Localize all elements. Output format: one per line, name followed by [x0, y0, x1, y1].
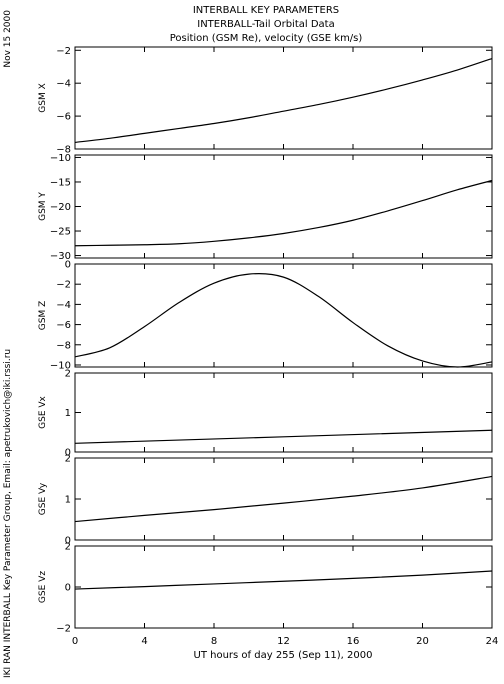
x-tick-label-1: 4: [141, 636, 147, 647]
title-line-2: INTERBALL-Tail Orbital Data: [197, 19, 334, 30]
panel-5-frame: [74, 457, 493, 541]
panel-1-y-axis-label: GSM X: [38, 83, 48, 112]
panel-5-series-line: [74, 475, 493, 523]
x-tick-label-2: 8: [211, 636, 217, 647]
side-credit: IKI RAN INTERBALL Key Parameter Group, E…: [3, 349, 13, 678]
panel-6-y-axis-label: GSE Vz: [38, 571, 48, 603]
x-tick-label-4: 16: [347, 636, 360, 647]
title-line-1: INTERBALL KEY PARAMETERS: [193, 5, 339, 16]
panel-2-ytick-label-2: −20: [50, 202, 71, 213]
panel-4-series-line: [74, 429, 493, 444]
panel-3-ytick-label-3: −6: [56, 320, 71, 331]
panel-3-ytick-label-5: −10: [50, 360, 71, 371]
panel-6-series-line: [74, 570, 493, 590]
x-axis-label: UT hours of day 255 (Sep 11), 2000: [194, 650, 373, 661]
panel-3-ytick-label-2: −4: [56, 300, 71, 311]
x-tick-label-0: 0: [72, 636, 78, 647]
x-tick-label-5: 20: [416, 636, 429, 647]
panel-4-frame: [74, 372, 493, 453]
panel-5-ytick-label-2: 2: [65, 454, 71, 465]
side-date: Nov 15 2000: [3, 10, 13, 68]
panel-1-ytick-label-1: −4: [56, 79, 71, 90]
panel-2-series-line: [74, 179, 493, 247]
panel-4-ytick-label-0: 0: [65, 448, 71, 459]
panel-1-ytick-label-0: −2: [56, 46, 71, 57]
panel-2-y-axis-label: GSM Y: [38, 192, 48, 221]
panel-1-series-line: [74, 57, 493, 144]
panel-2-frame: [74, 154, 493, 259]
panel-3-y-axis-label: GSM Z: [38, 301, 48, 330]
panel-2-ytick-label-4: −30: [50, 251, 71, 262]
panel-2-ytick-label-0: −10: [50, 153, 71, 164]
panel-5-ytick-label-1: 1: [65, 495, 71, 506]
panel-2-ytick-label-1: −15: [50, 177, 71, 188]
panel-1-ytick-label-2: −6: [56, 112, 71, 123]
panel-6-ytick-label-0: −2: [56, 624, 71, 635]
panel-1-frame: [74, 46, 493, 150]
panel-3-ytick-label-4: −8: [56, 340, 71, 351]
panel-1-ytick-label-3: −8: [56, 145, 71, 156]
panel-3-ytick-label-1: −2: [56, 280, 71, 291]
x-tick-label-3: 12: [277, 636, 290, 647]
panel-3-frame: [74, 263, 493, 368]
panel-5-ytick-label-0: 0: [65, 536, 71, 547]
panel-5-y-axis-label: GSE Vy: [38, 482, 48, 515]
x-tick-label-6: 24: [486, 636, 499, 647]
panel-3-ytick-label-0: 0: [65, 260, 71, 271]
title-line-3: Position (GSM Re), velocity (GSE km/s): [170, 33, 363, 44]
panel-4-y-axis-label: GSE Vx: [38, 395, 48, 428]
panel-6-ytick-label-2: 2: [65, 542, 71, 553]
panel-4-ytick-label-1: 1: [65, 408, 71, 419]
panel-4-ytick-label-2: 2: [65, 369, 71, 380]
panel-3-series-line: [74, 273, 493, 368]
panel-6-ytick-label-1: 0: [65, 583, 71, 594]
panel-2-ytick-label-3: −25: [50, 227, 71, 238]
